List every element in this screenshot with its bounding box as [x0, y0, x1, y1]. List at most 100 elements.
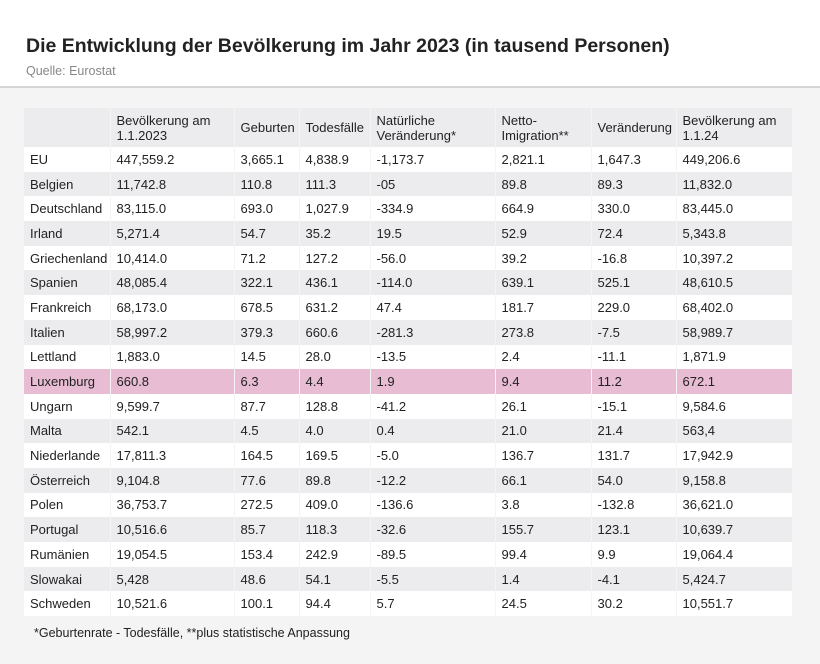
value-cell: 136.7 [495, 443, 592, 468]
table-row: Frankreich 68,173.0 678.5 631.2 47.4 181.7 229… [24, 295, 793, 320]
value-cell: 99.4 [495, 542, 592, 567]
value-cell: 128.8 [299, 393, 371, 419]
value-cell: 11,742.8 [110, 171, 235, 197]
value-cell: 110.8 [234, 171, 300, 197]
value-cell: 39.2 [495, 245, 592, 271]
value-cell: 3,665.1 [234, 147, 300, 172]
value-cell: 5.7 [370, 591, 496, 617]
value-cell: -16.8 [591, 245, 677, 271]
value-cell: 10,414.0 [110, 245, 235, 271]
value-cell: 2.4 [495, 344, 592, 370]
value-cell: 4.0 [299, 418, 371, 444]
value-cell: 3.8 [495, 492, 592, 518]
value-cell: 83,445.0 [676, 196, 793, 222]
value-cell: 54.0 [591, 467, 677, 493]
value-cell: 83,115.0 [110, 196, 235, 222]
value-cell: -136.6 [370, 492, 496, 518]
value-cell: 54.7 [234, 221, 300, 246]
value-cell: 10,516.6 [110, 517, 235, 542]
country-cell: Griechenland [24, 245, 111, 271]
country-cell: Schweden [24, 591, 111, 617]
value-cell: 525.1 [591, 270, 677, 296]
table-row: EU 447,559.2 3,665.1 4,838.9 -1,173.7 2,821.1… [24, 147, 793, 172]
table-row: Lettland 1,883.0 14.5 28.0 -13.5 2.4 -11.1 1,87… [24, 344, 793, 370]
value-cell: 660.8 [110, 369, 235, 394]
value-cell: -132.8 [591, 492, 677, 518]
value-cell: 68,173.0 [110, 295, 235, 320]
value-cell: 11,832.0 [676, 171, 793, 197]
table-header-row: Bevölkerung am 1.1.2023 Geburten Todesfäll… [24, 108, 793, 147]
value-cell: 0.4 [370, 418, 496, 444]
value-cell: 272.5 [234, 492, 300, 518]
table-row: Irland 5,271.4 54.7 35.2 19.5 52.9 72.4 5,343.8 [24, 221, 793, 246]
value-cell: 87.7 [234, 393, 300, 419]
value-cell: 5,343.8 [676, 221, 793, 246]
country-cell: Malta [24, 418, 111, 444]
table-row: Belgien 11,742.8 110.8 111.3 -05 89.8 89.3 11,8… [24, 171, 793, 197]
country-cell: Polen [24, 492, 111, 518]
value-cell: -15.1 [591, 393, 677, 419]
country-cell: Luxemburg [24, 369, 111, 394]
value-cell: 123.1 [591, 517, 677, 542]
value-cell: 330.0 [591, 196, 677, 222]
value-cell: 94.4 [299, 591, 371, 617]
value-cell: 672.1 [676, 369, 793, 394]
column-header: Netto-Imigration** [495, 108, 592, 147]
value-cell: -334.9 [370, 196, 496, 222]
country-cell: Irland [24, 221, 111, 246]
value-cell: 631.2 [299, 295, 371, 320]
value-cell: 47.4 [370, 295, 496, 320]
table-row: Rumänien 19,054.5 153.4 242.9 -89.5 99.4 9.9 19… [24, 542, 793, 567]
value-cell: 48,610.5 [676, 270, 793, 296]
source-label: Quelle: Eurostat [26, 64, 116, 78]
value-cell: 54.1 [299, 566, 371, 592]
table-row: Niederlande 17,811.3 164.5 169.5 -5.0 136.7 13… [24, 443, 793, 468]
value-cell: 52.9 [495, 221, 592, 246]
value-cell: 71.2 [234, 245, 300, 271]
value-cell: 35.2 [299, 221, 371, 246]
value-cell: 542.1 [110, 418, 235, 444]
value-cell: 68,402.0 [676, 295, 793, 320]
value-cell: 242.9 [299, 542, 371, 567]
value-cell: -5.0 [370, 443, 496, 468]
value-cell: 449,206.6 [676, 147, 793, 172]
value-cell: 436.1 [299, 270, 371, 296]
value-cell: 1,883.0 [110, 344, 235, 370]
value-cell: 28.0 [299, 344, 371, 370]
table-row: Griechenland 10,414.0 71.2 127.2 -56.0 39.2 -1… [24, 245, 793, 271]
column-header [24, 108, 111, 147]
value-cell: 409.0 [299, 492, 371, 518]
value-cell: 89.3 [591, 171, 677, 197]
country-cell: Niederlande [24, 443, 111, 468]
footnote: *Geburtenrate - Todesfälle, **plus stati… [34, 626, 350, 640]
value-cell: 48,085.4 [110, 270, 235, 296]
value-cell: -5.5 [370, 566, 496, 592]
table-row-highlighted: Luxemburg 660.8 6.3 4.4 1.9 9.4 11.2 672.1 [24, 369, 793, 394]
value-cell: 19.5 [370, 221, 496, 246]
country-cell: Deutschland [24, 196, 111, 222]
column-header: Bevölkerung am 1.1.2023 [110, 108, 235, 147]
value-cell: 693.0 [234, 196, 300, 222]
column-header: Geburten [234, 108, 300, 147]
value-cell: 1,027.9 [299, 196, 371, 222]
table-row: Slowakai 5,428 48.6 54.1 -5.5 1.4 -4.1 5,424.7 [24, 566, 793, 592]
value-cell: 89.8 [299, 467, 371, 493]
value-cell: 30.2 [591, 591, 677, 617]
value-cell: 1.9 [370, 369, 496, 394]
country-cell: Frankreich [24, 295, 111, 320]
value-cell: 58,997.2 [110, 319, 235, 345]
value-cell: 10,397.2 [676, 245, 793, 271]
value-cell: 664.9 [495, 196, 592, 222]
value-cell: 322.1 [234, 270, 300, 296]
value-cell: 181.7 [495, 295, 592, 320]
value-cell: -56.0 [370, 245, 496, 271]
country-cell: Lettland [24, 344, 111, 370]
value-cell: -11.1 [591, 344, 677, 370]
country-cell: Spanien [24, 270, 111, 296]
value-cell: 26.1 [495, 393, 592, 419]
value-cell: 36,621.0 [676, 492, 793, 518]
value-cell: 9,158.8 [676, 467, 793, 493]
value-cell: 2,821.1 [495, 147, 592, 172]
value-cell: 9.4 [495, 369, 592, 394]
value-cell: 229.0 [591, 295, 677, 320]
